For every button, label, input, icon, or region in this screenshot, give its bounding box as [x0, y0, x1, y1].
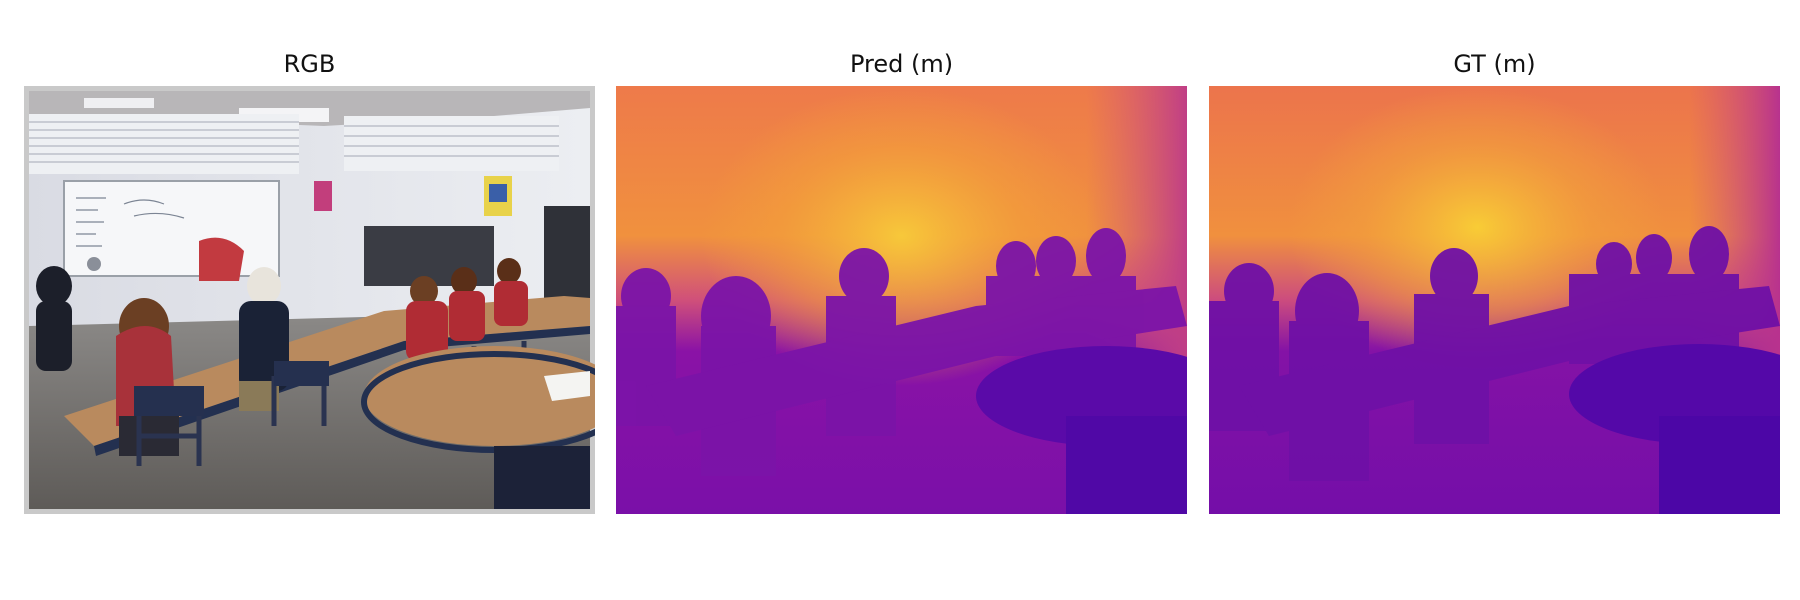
gt-depth-map [1209, 86, 1780, 514]
rgb-panel-title: RGB [283, 50, 336, 78]
rgb-image [24, 86, 595, 514]
gt-panel-title: GT (m) [1453, 50, 1536, 78]
pred-panel-title: Pred (m) [849, 50, 954, 78]
pred-panel: Pred (m) [616, 0, 1187, 600]
gt-panel: GT (m) [1209, 0, 1780, 600]
rgb-panel: RGB [24, 0, 595, 600]
pred-depth-map [616, 86, 1187, 514]
